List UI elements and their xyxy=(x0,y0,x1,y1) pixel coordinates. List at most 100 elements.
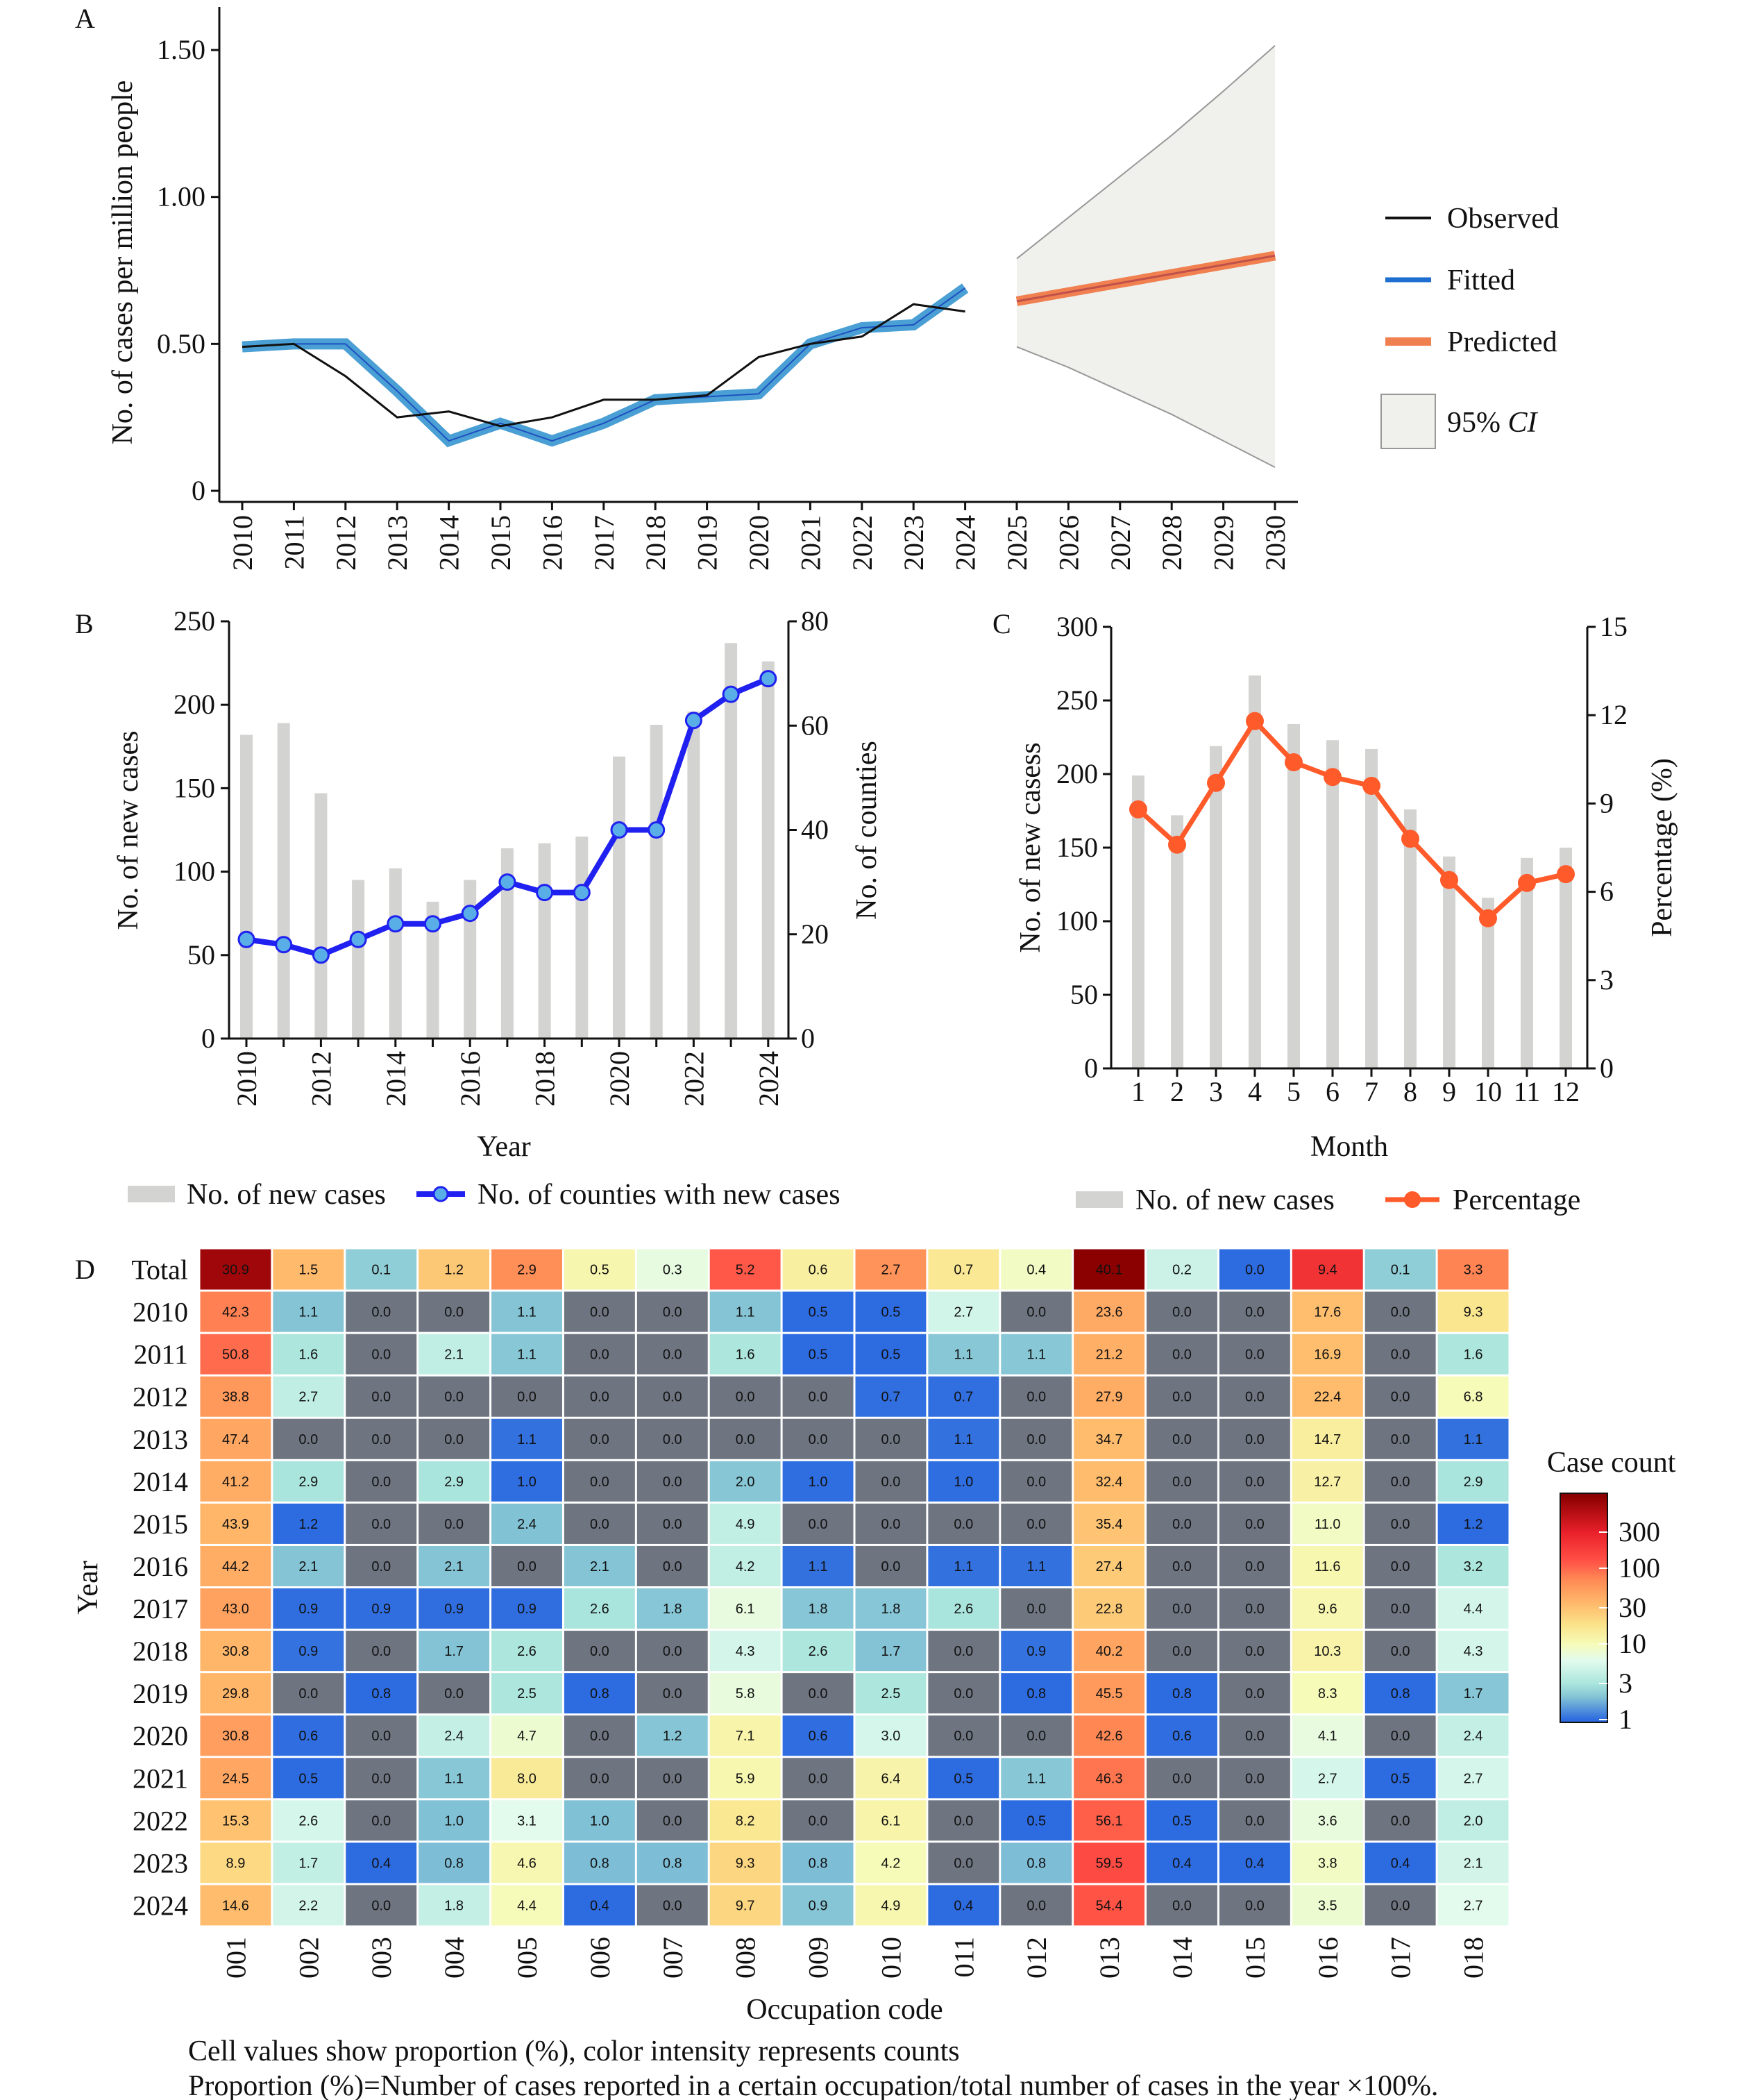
heatmap-cell-value: 0.0 xyxy=(371,1898,391,1913)
heatmap-cell xyxy=(636,1885,708,1926)
heatmap-cell xyxy=(855,1758,927,1799)
heatmap-cell xyxy=(564,1334,635,1375)
heatmap-cell xyxy=(1292,1503,1363,1544)
a-x-tick-label: 2018 xyxy=(640,515,671,571)
heatmap-cell xyxy=(1074,1588,1145,1629)
b-y-tick-label-right: 60 xyxy=(801,709,829,741)
heatmap-cell xyxy=(200,1631,271,1672)
a-x-tick-label: 2011 xyxy=(278,515,310,570)
heatmap-cell xyxy=(419,1418,490,1459)
heatmap-cell-value: 1.2 xyxy=(663,1729,682,1744)
heatmap-cell xyxy=(1219,1249,1290,1290)
heatmap-cell-value: 0.0 xyxy=(371,1390,391,1405)
c-percentage-point xyxy=(1207,773,1225,792)
d-colorbar-tick-label: 300 xyxy=(1619,1516,1660,1547)
heatmap-cell xyxy=(1147,1758,1217,1799)
heatmap-cell-value: 0.0 xyxy=(590,1390,609,1405)
b-bar xyxy=(352,880,365,1039)
b-counties-point xyxy=(237,930,255,948)
heatmap-cell xyxy=(1219,1461,1290,1502)
heatmap-cell-value: 0.0 xyxy=(371,1729,391,1744)
d-row-label: 2017 xyxy=(133,1593,188,1624)
heatmap-cell xyxy=(491,1673,562,1714)
heatmap-cell xyxy=(1292,1334,1363,1375)
heatmap-cell xyxy=(1292,1376,1363,1417)
a-x-tick-label: 2028 xyxy=(1156,515,1188,571)
heatmap-cell xyxy=(1219,1758,1290,1799)
heatmap-cell-value: 2.7 xyxy=(1318,1771,1337,1786)
heatmap-cell-value: 42.6 xyxy=(1096,1729,1123,1744)
heatmap-cell-value: 30.9 xyxy=(222,1263,249,1278)
c-y-tick-label-right: 0 xyxy=(1600,1052,1614,1084)
heatmap-cell-value: 1.1 xyxy=(954,1559,973,1574)
heatmap-cell xyxy=(1437,1758,1509,1799)
b-bar xyxy=(761,661,775,1039)
heatmap-cell xyxy=(1074,1800,1145,1841)
heatmap-cell xyxy=(1147,1885,1217,1926)
a-x-tick-label: 2016 xyxy=(536,515,568,571)
b-legend-swatch-bar xyxy=(128,1186,175,1202)
heatmap-cell-value: 0.5 xyxy=(1391,1771,1410,1786)
heatmap-cell xyxy=(782,1588,854,1629)
c-x-tick-label: 12 xyxy=(1552,1076,1580,1107)
heatmap-cell-value: 30.8 xyxy=(222,1644,249,1659)
c-x-axis-label: Month xyxy=(1310,1131,1388,1163)
heatmap-cell xyxy=(855,1631,927,1672)
heatmap-cell-value: 47.4 xyxy=(222,1432,249,1447)
heatmap-cell xyxy=(636,1334,708,1375)
heatmap-cell-value: 8.2 xyxy=(736,1813,755,1829)
heatmap-cell xyxy=(200,1376,271,1417)
heatmap-cell-value: 9.7 xyxy=(736,1898,755,1913)
a-observed-line xyxy=(242,303,965,428)
c-bar xyxy=(1443,856,1455,1068)
heatmap-cell-value: 0.7 xyxy=(881,1390,901,1405)
heatmap-cell-value: 0.0 xyxy=(371,1347,391,1363)
heatmap-cell xyxy=(855,1249,927,1290)
heatmap-cell-value: 0.0 xyxy=(444,1686,464,1702)
heatmap-cell xyxy=(491,1715,562,1756)
d-column-label: 008 xyxy=(730,1937,761,1979)
heatmap-cell xyxy=(491,1800,562,1841)
a-x-tick-label: 2029 xyxy=(1208,515,1240,571)
heatmap-cell-value: 0.0 xyxy=(371,1559,391,1574)
legend-label-predicted: Predicted xyxy=(1447,326,1557,358)
heatmap-cell-value: 0.0 xyxy=(1026,1475,1046,1490)
b-bar xyxy=(277,723,290,1039)
b-y-tick-label-left: 100 xyxy=(174,856,215,887)
heatmap-cell-value: 2.6 xyxy=(590,1602,609,1617)
heatmap-cell-value: 2.7 xyxy=(881,1263,901,1278)
heatmap-cell xyxy=(1437,1503,1509,1544)
d-row-label: Total xyxy=(131,1254,188,1286)
heatmap-cell xyxy=(782,1334,854,1375)
heatmap-cell xyxy=(709,1885,781,1926)
heatmap-cell-value: 4.9 xyxy=(736,1517,755,1532)
heatmap-cell xyxy=(1364,1334,1436,1375)
heatmap-cell xyxy=(273,1885,344,1926)
heatmap-cell xyxy=(1292,1758,1363,1799)
c-y-axis-label-right: Percentage (%) xyxy=(1646,758,1678,937)
heatmap-cell-value: 1.0 xyxy=(954,1475,973,1490)
heatmap-cell-value: 0.0 xyxy=(1245,1813,1265,1829)
heatmap-cell xyxy=(491,1291,562,1332)
b-y-axis-label-right: No. of counties xyxy=(851,741,883,920)
heatmap-cell-value: 0.0 xyxy=(1245,1559,1265,1574)
heatmap-cell xyxy=(1001,1842,1072,1883)
heatmap-cell-value: 27.9 xyxy=(1096,1390,1123,1405)
heatmap-cell xyxy=(346,1376,417,1417)
heatmap-cell-value: 2.9 xyxy=(1464,1475,1483,1490)
heatmap-cell-value: 0.0 xyxy=(663,1898,682,1913)
heatmap-cell-value: 0.0 xyxy=(371,1305,391,1320)
c-percentage-point xyxy=(1129,800,1147,818)
heatmap-cell xyxy=(1147,1376,1217,1417)
heatmap-cell xyxy=(1364,1758,1436,1799)
heatmap-cell-value: 0.6 xyxy=(298,1729,318,1744)
d-column-label: 005 xyxy=(512,1937,543,1979)
heatmap-cell-value: 1.0 xyxy=(809,1475,828,1490)
heatmap-cell-value: 0.0 xyxy=(1172,1390,1192,1405)
heatmap-cell xyxy=(928,1588,999,1629)
c-y-tick-label-left: 300 xyxy=(1056,611,1098,642)
heatmap-cell xyxy=(1147,1631,1217,1672)
b-counties-point xyxy=(536,884,554,902)
heatmap-cell-value: 0.0 xyxy=(1026,1432,1046,1447)
heatmap-cell xyxy=(564,1249,635,1290)
